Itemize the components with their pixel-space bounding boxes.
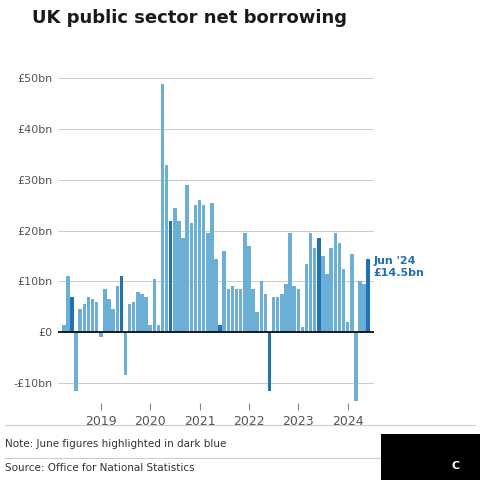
- Bar: [350, 253, 353, 332]
- Bar: [177, 220, 181, 332]
- Bar: [83, 304, 86, 332]
- Bar: [136, 291, 140, 332]
- Bar: [334, 233, 337, 332]
- Bar: [116, 287, 119, 332]
- Bar: [190, 223, 193, 332]
- Bar: [99, 332, 103, 337]
- Bar: [300, 327, 304, 332]
- Bar: [202, 205, 205, 332]
- Bar: [338, 243, 341, 332]
- Bar: [153, 279, 156, 332]
- Bar: [268, 332, 271, 391]
- Bar: [255, 312, 259, 332]
- Bar: [223, 251, 226, 332]
- Bar: [74, 332, 78, 391]
- Bar: [231, 287, 234, 332]
- Bar: [173, 208, 177, 332]
- Bar: [313, 249, 316, 332]
- Text: B: B: [408, 461, 417, 471]
- Bar: [260, 281, 263, 332]
- Text: UK public sector net borrowing: UK public sector net borrowing: [32, 9, 347, 27]
- Bar: [321, 256, 325, 332]
- Text: Source: Office for National Statistics: Source: Office for National Statistics: [5, 463, 194, 473]
- Bar: [103, 289, 107, 332]
- Bar: [214, 259, 218, 332]
- Bar: [91, 299, 94, 332]
- Bar: [297, 289, 300, 332]
- Bar: [66, 276, 70, 332]
- Bar: [111, 309, 115, 332]
- Bar: [272, 297, 276, 332]
- Bar: [128, 304, 132, 332]
- Bar: [354, 332, 358, 401]
- Bar: [70, 297, 74, 332]
- Text: Note: June figures highlighted in dark blue: Note: June figures highlighted in dark b…: [5, 439, 226, 449]
- Bar: [305, 264, 308, 332]
- Bar: [227, 289, 230, 332]
- Text: C: C: [452, 461, 460, 471]
- Bar: [206, 233, 210, 332]
- Bar: [329, 249, 333, 332]
- Bar: [276, 297, 279, 332]
- Bar: [181, 238, 185, 332]
- Bar: [95, 302, 98, 332]
- Bar: [165, 165, 168, 332]
- Bar: [280, 294, 284, 332]
- Bar: [309, 233, 312, 332]
- Bar: [79, 309, 82, 332]
- Bar: [108, 299, 111, 332]
- Bar: [358, 281, 362, 332]
- Bar: [218, 324, 222, 332]
- Bar: [62, 324, 65, 332]
- Bar: [367, 259, 370, 332]
- Bar: [317, 238, 321, 332]
- Bar: [243, 233, 247, 332]
- Bar: [120, 276, 123, 332]
- Bar: [284, 284, 288, 332]
- Bar: [185, 185, 189, 332]
- Bar: [132, 302, 135, 332]
- Text: Jun '24
£14.5bn: Jun '24 £14.5bn: [373, 256, 424, 278]
- Bar: [247, 246, 251, 332]
- Bar: [198, 200, 201, 332]
- Bar: [342, 269, 345, 332]
- Bar: [362, 284, 366, 332]
- Bar: [148, 324, 152, 332]
- Bar: [144, 297, 148, 332]
- Bar: [210, 203, 214, 332]
- Bar: [346, 322, 349, 332]
- Bar: [161, 84, 164, 332]
- Bar: [140, 294, 144, 332]
- Bar: [292, 287, 296, 332]
- Bar: [87, 297, 90, 332]
- Bar: [325, 274, 329, 332]
- Text: B: B: [430, 461, 439, 471]
- Bar: [156, 324, 160, 332]
- Bar: [194, 205, 197, 332]
- Bar: [252, 289, 255, 332]
- Bar: [169, 220, 172, 332]
- Bar: [288, 233, 292, 332]
- Bar: [239, 289, 242, 332]
- Bar: [264, 294, 267, 332]
- Bar: [124, 332, 127, 375]
- Bar: [235, 289, 239, 332]
